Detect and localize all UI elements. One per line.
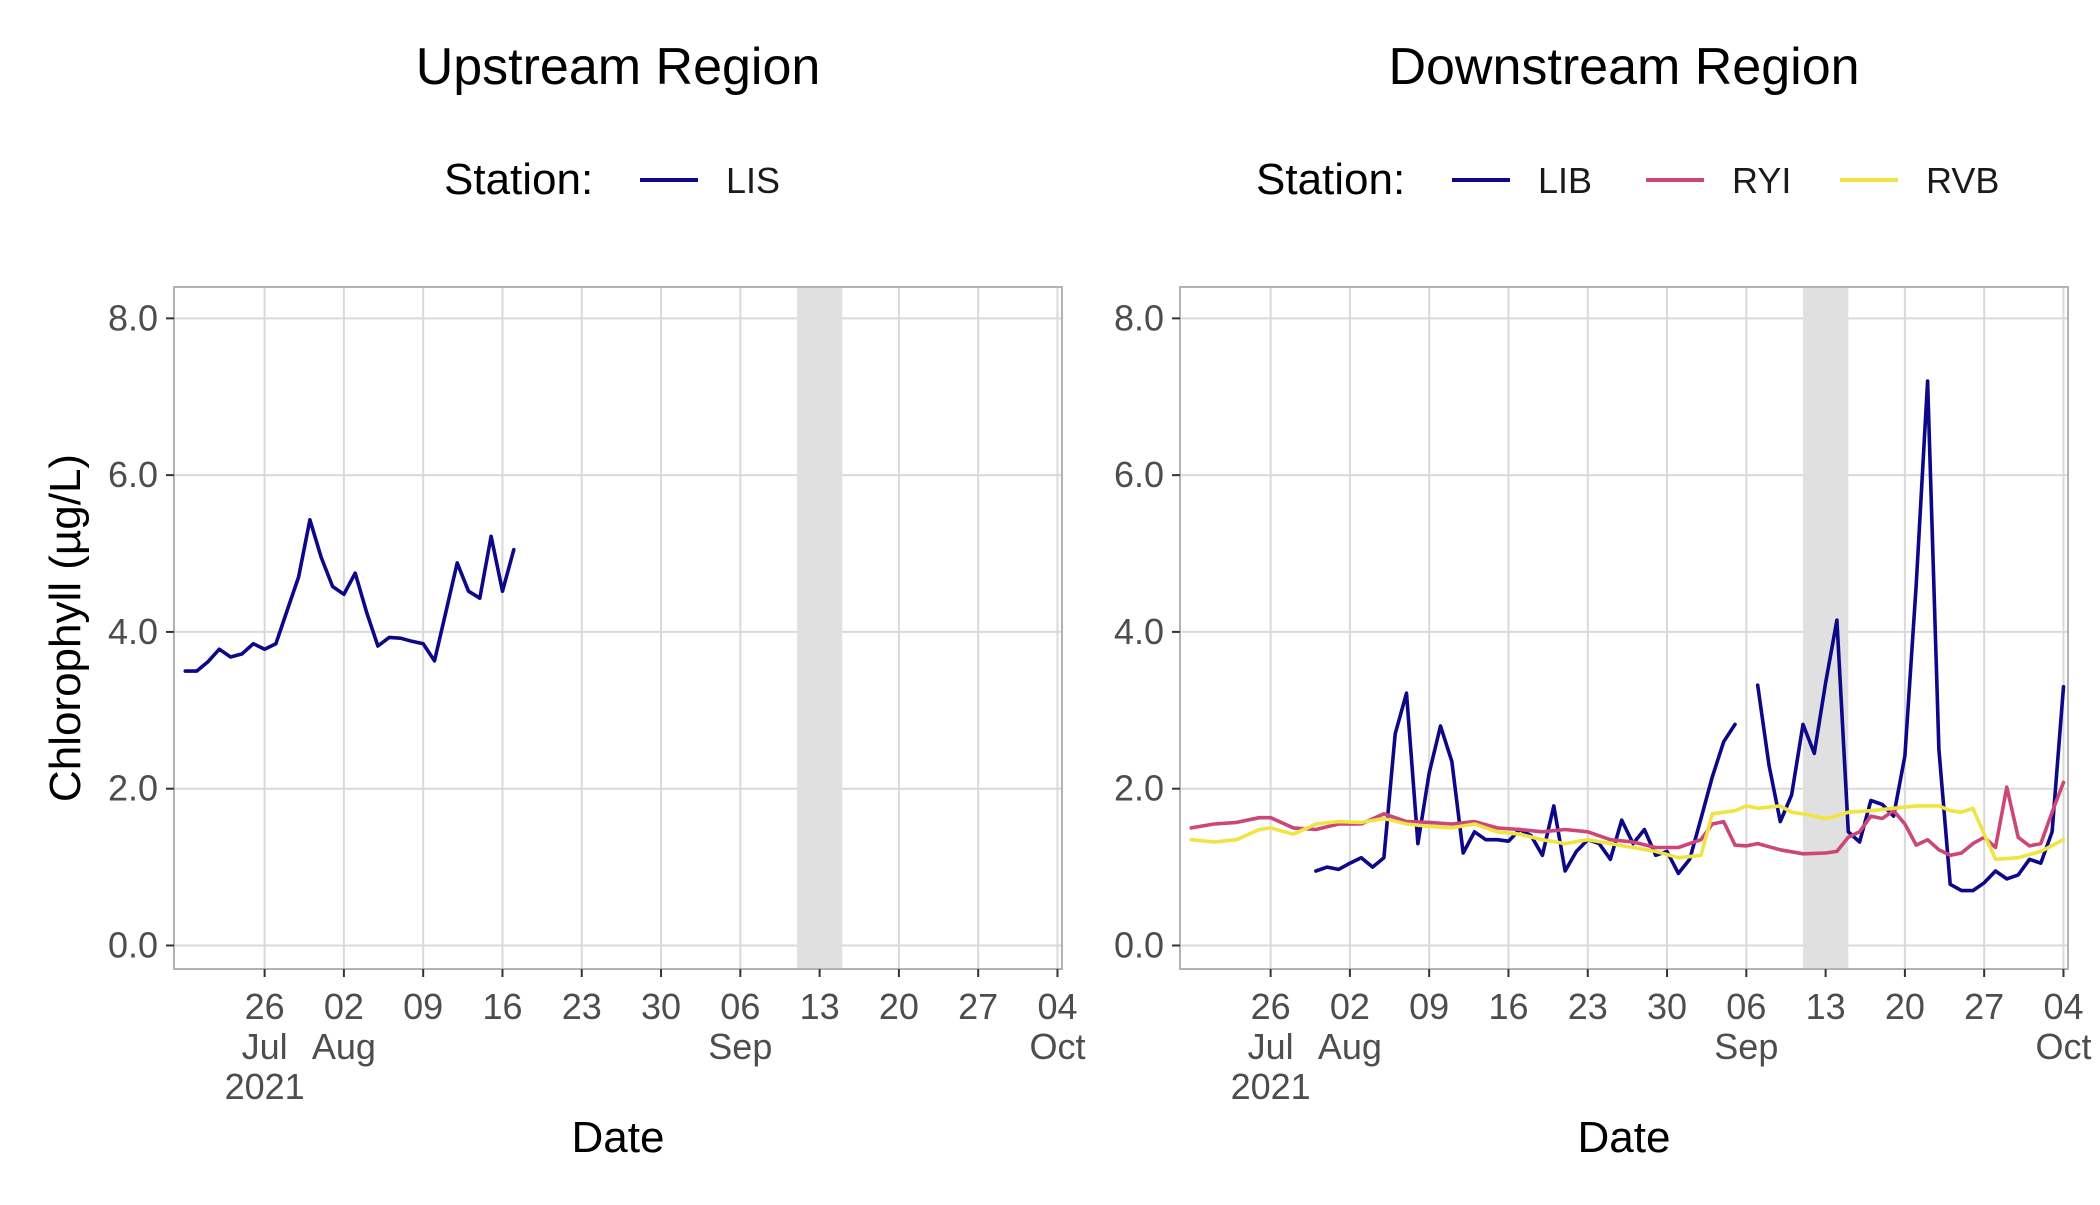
x-tick-label-day: 23: [562, 986, 602, 1027]
legend-label-lib: LIB: [1538, 160, 1592, 201]
y-tick-label: 4.0: [1114, 611, 1164, 652]
panel-title: Upstream Region: [416, 38, 821, 96]
x-tick-label-day: 13: [1806, 986, 1846, 1027]
x-tick-label-month: Sep: [1714, 1026, 1778, 1067]
legend-title: Station:: [444, 155, 593, 204]
x-tick-label-day: 20: [1885, 986, 1925, 1027]
series-line-ryi: [1189, 780, 2066, 858]
x-tick-label-day: 27: [1964, 986, 2004, 1027]
x-tick-label-month: Oct: [2035, 1026, 2091, 1067]
series-line-lib: [1314, 691, 1737, 876]
series-line-lib: [1755, 379, 2066, 893]
shaded-period: [1802, 287, 1849, 969]
x-tick-label-day: 23: [1568, 986, 1608, 1027]
x-tick-label-month: Oct: [1029, 1026, 1085, 1067]
x-tick-label-month: Jul: [1248, 1026, 1294, 1067]
legend-label-ryi: RYI: [1732, 160, 1791, 201]
panel-title: Downstream Region: [1388, 38, 1859, 96]
x-tick-label-month: Sep: [708, 1026, 772, 1067]
x-tick-label-month: Aug: [312, 1026, 376, 1067]
y-tick-label: 0.0: [108, 924, 158, 965]
x-tick-label-day: 26: [1251, 986, 1291, 1027]
x-tick-label-day: 26: [245, 986, 285, 1027]
x-tick-label-day: 09: [1409, 986, 1449, 1027]
legend-label-rvb: RVB: [1926, 160, 1999, 201]
x-tick-label-year: 2021: [1231, 1066, 1311, 1107]
x-tick-label-day: 20: [879, 986, 919, 1027]
panel-border: [1179, 286, 2069, 970]
y-axis-title: Chlorophyll (µg/L): [41, 454, 90, 802]
y-tick-label: 0.0: [1114, 924, 1164, 965]
x-tick-label-day: 04: [2043, 986, 2083, 1027]
x-tick-label-day: 06: [1726, 986, 1766, 1027]
grid: [174, 287, 1062, 969]
x-tick-label-day: 04: [1037, 986, 1077, 1027]
series-line-rvb: [1189, 804, 2066, 862]
legend: Station: LIB RYI RVB: [1256, 155, 1999, 204]
x-tick-label-day: 06: [720, 986, 760, 1027]
x-tick-label-day: 30: [1647, 986, 1687, 1027]
y-tick-label: 8.0: [108, 297, 158, 338]
x-axis-title: Date: [1578, 1113, 1671, 1162]
x-axis-title: Date: [572, 1113, 665, 1162]
panel-upstream: Upstream Region Station: LIS 0.0 2.0 4.0 6.0 8.…: [108, 38, 1086, 1162]
y-tick-label: 2.0: [1114, 768, 1164, 809]
y-tick-label: 2.0: [108, 768, 158, 809]
series-line-lis: [183, 517, 516, 673]
x-tick-label-day: 30: [641, 986, 681, 1027]
legend-label-lis: LIS: [726, 160, 780, 201]
x-tick-label-month: Aug: [1318, 1026, 1382, 1067]
shaded-period: [796, 287, 843, 969]
x-tick-label-day: 16: [1488, 986, 1528, 1027]
legend: Station: LIS: [444, 155, 780, 204]
x-tick-label-day: 16: [482, 986, 522, 1027]
panel-downstream: Downstream Region Station: LIB RYI RVB 0.0 2.0…: [1114, 38, 2092, 1162]
y-tick-label: 6.0: [108, 454, 158, 495]
x-tick-label-day: 02: [1330, 986, 1370, 1027]
y-tick-label: 8.0: [1114, 297, 1164, 338]
panel-border: [173, 286, 1063, 970]
x-tick-label-day: 02: [324, 986, 364, 1027]
x-tick-label-day: 09: [403, 986, 443, 1027]
y-tick-label: 6.0: [1114, 454, 1164, 495]
x-tick-label-month: Jul: [242, 1026, 288, 1067]
legend-title: Station:: [1256, 155, 1405, 204]
x-tick-label-day: 27: [958, 986, 998, 1027]
x-tick-label-day: 13: [800, 986, 840, 1027]
y-tick-label: 4.0: [108, 611, 158, 652]
x-tick-label-year: 2021: [225, 1066, 305, 1107]
